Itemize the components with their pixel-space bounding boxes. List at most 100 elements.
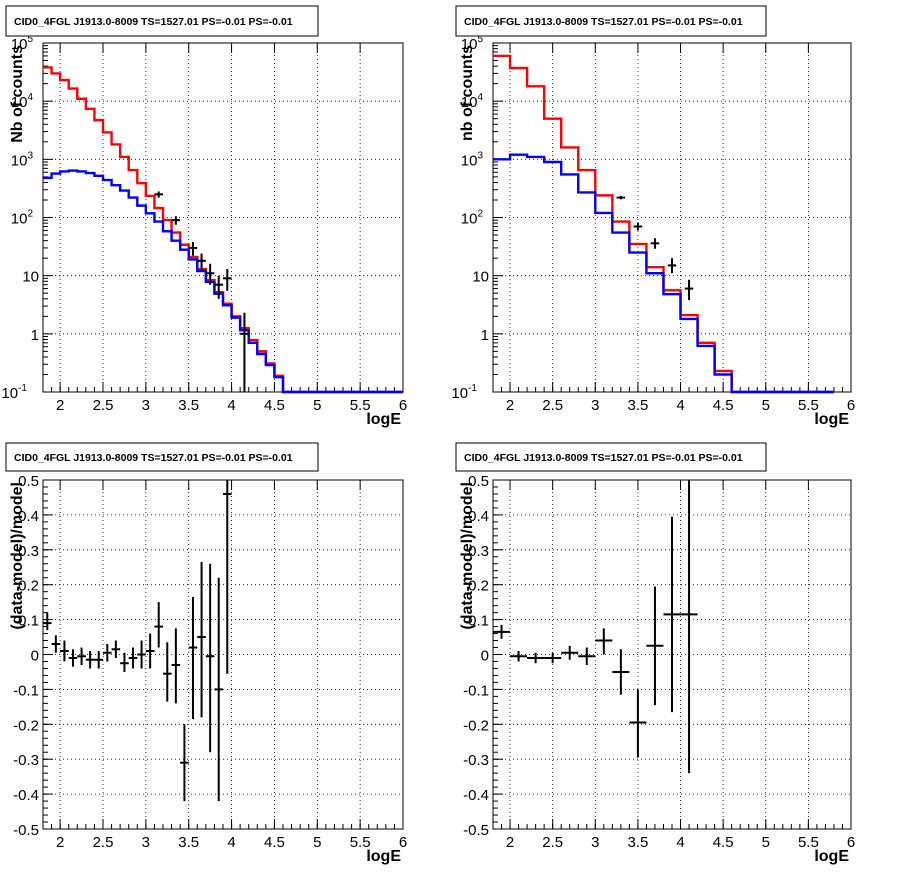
histogram-series-2 [43,169,403,394]
title-box [455,5,767,37]
chart-panel-4: 2 2.5 3 3.5 4 4.5 5 5.5 6 -0.5 -0.4 -0.3 -0.2 -0.1 0 0.… [455,442,855,865]
x-tick-label: 5.5 [350,834,371,851]
y-tick-label: 0 [31,648,39,665]
chart-title: CID0_4FGL J1913.0-8009 TS=1527.01 PS=-0.… [464,16,743,28]
y-tick-label: 105 [11,34,34,53]
data-points [616,195,694,301]
x-tick-label: 2.5 [542,834,563,851]
x-tick-label: 2.5 [93,397,114,414]
x-tick-label: 4.5 [713,397,734,414]
x-tick-label: 3 [591,397,599,414]
y-tick-label: 103 [11,150,34,169]
y-tick-label: -0.5 [13,822,39,839]
x-tick-label: 2 [506,834,514,851]
y-tick-label: 10-1 [451,383,477,402]
y-tick-label: 0.4 [468,508,489,525]
y-tick-label: 0.3 [18,543,39,560]
x-tick-label: 2.5 [93,834,114,851]
title-box [5,5,319,37]
x-tick-label: 3.5 [178,834,199,851]
y-axis-label: (data-model)/model [459,482,476,630]
x-tick-label: 3.5 [178,397,199,414]
x-tick-label: 4.5 [713,834,734,851]
y-tick-label: 0.5 [18,473,39,490]
x-tick-label: 5.5 [798,397,819,414]
x-tick-label: 5 [762,834,770,851]
y-tick-label: 0 [481,648,489,665]
histogram-series-2 [493,153,834,394]
y-tick-label: 0.1 [468,613,489,630]
y-tick-label: 1 [31,327,39,344]
y-tick-label: 10 [472,269,489,286]
y-tick-label: 0.2 [468,578,489,595]
x-tick-label: 2 [56,834,64,851]
data-points [493,480,698,774]
x-tick-label: 2 [56,397,64,414]
y-tick-label: -0.4 [13,787,39,804]
y-tick-label: -0.3 [13,752,39,769]
x-tick-label: 5 [762,397,770,414]
y-tick-label: -0.5 [463,822,489,839]
title-box [455,442,767,472]
x-tick-label: 4 [676,397,684,414]
y-tick-label: 0.4 [18,508,39,525]
y-tick-label: 0.2 [18,578,39,595]
x-tick-label: 6 [847,834,855,851]
x-axis-label: logE [814,848,849,865]
y-tick-label: 0.1 [18,613,39,630]
x-tick-label: 6 [399,397,407,414]
x-tick-label: 6 [847,397,855,414]
chart-panel-3: 2 2.5 3 3.5 4 4.5 5 5.5 6 -0.5 -0.4 -0.3 -0.2 -0.1 0 0.… [5,442,407,865]
x-tick-label: 4 [676,834,684,851]
y-tick-label: -0.4 [463,787,489,804]
y-tick-label: 0.5 [468,473,489,490]
x-tick-label: 3 [142,834,150,851]
x-tick-label: 2.5 [542,397,563,414]
data-points [43,480,232,802]
y-tick-label: 105 [461,34,484,53]
plot-frame [492,42,852,393]
y-tick-label: 104 [461,92,484,111]
x-tick-label: 3 [591,834,599,851]
x-tick-label: 3 [142,397,150,414]
title-box [5,442,319,472]
chart-panel-2: 2 2.5 3 3.5 4 4.5 5 5.5 6 10-1 1 10 102 103 104 105 logE… [451,5,855,428]
y-tick-label: 10 [22,269,39,286]
x-tick-label: 5.5 [350,397,371,414]
y-tick-label: 102 [461,209,484,228]
y-tick-label: 104 [11,92,34,111]
x-tick-label: 4.5 [264,397,285,414]
y-axis-label: (data-model)/model [9,482,26,630]
y-tick-label: -0.2 [13,717,39,734]
x-tick-label: 5 [313,834,321,851]
chart-title: CID0_4FGL J1913.0-8009 TS=1527.01 PS=-0.… [464,452,743,464]
y-tick-label: 0.3 [468,543,489,560]
y-axis-label: Nb of counts [9,45,26,143]
y-tick-label: 10-1 [1,383,27,402]
chart-title: CID0_4FGL J1913.0-8009 TS=1527.01 PS=-0.… [14,16,293,28]
x-tick-label: 4 [227,397,235,414]
y-tick-label: -0.1 [463,682,489,699]
x-axis-label: logE [366,411,401,428]
y-tick-label: 1 [481,327,489,344]
y-tick-label: 103 [461,150,484,169]
chart-title: CID0_4FGL J1913.0-8009 TS=1527.01 PS=-0.… [14,452,293,464]
y-tick-label: -0.2 [463,717,489,734]
x-tick-label: 6 [399,834,407,851]
x-axis-label: logE [814,411,849,428]
x-tick-label: 5 [313,397,321,414]
x-tick-label: 4.5 [264,834,285,851]
data-points [154,191,249,392]
y-tick-label: -0.3 [463,752,489,769]
y-tick-label: -0.1 [13,682,39,699]
x-axis-label: logE [366,848,401,865]
x-tick-label: 4 [227,834,235,851]
x-tick-label: 3.5 [627,834,648,851]
x-tick-label: 5.5 [798,834,819,851]
y-tick-label: 102 [11,209,34,228]
chart-panel-1: 2 2.5 3 3.5 4 4.5 5 5.5 6 10-1 1 10 102 103 104 105 logE… [1,5,407,428]
y-axis-label: nb of counts [459,45,476,141]
x-tick-label: 2 [506,397,514,414]
x-tick-label: 3.5 [627,397,648,414]
